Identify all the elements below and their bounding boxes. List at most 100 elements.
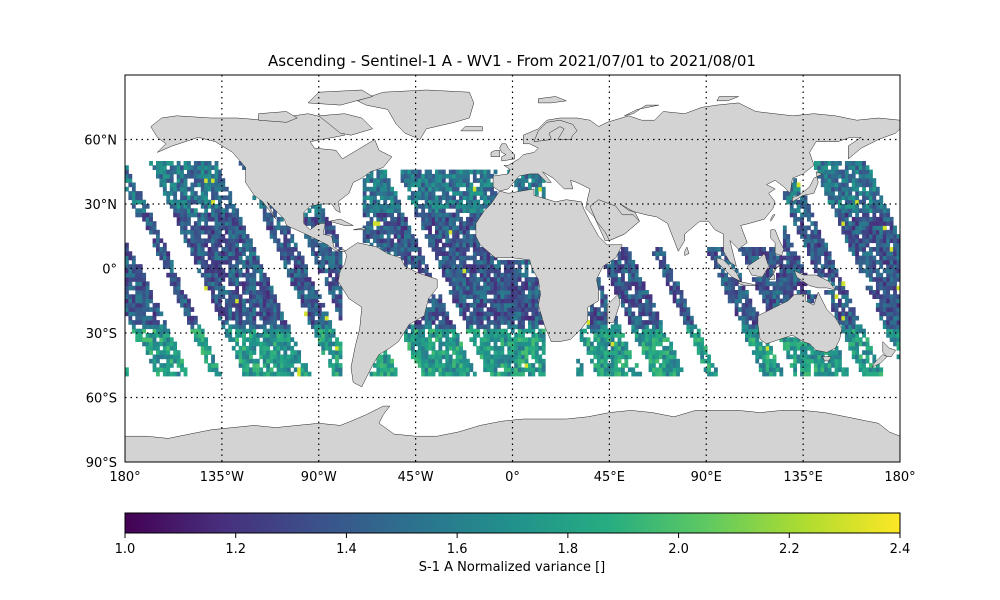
variance-cell	[280, 345, 284, 351]
variance-cell	[245, 311, 250, 317]
variance-cell	[858, 247, 863, 252]
variance-cell	[156, 354, 160, 360]
variance-cell	[596, 337, 601, 342]
variance-cell	[373, 191, 377, 196]
variance-cell	[627, 354, 632, 360]
variance-cell	[538, 178, 543, 183]
landmass-south-america	[337, 242, 438, 388]
variance-cell	[479, 182, 484, 188]
variance-cell	[641, 345, 646, 351]
variance-cell	[197, 178, 202, 183]
variance-cell	[593, 320, 598, 325]
variance-cell	[586, 350, 591, 355]
variance-cell	[314, 242, 319, 248]
variance-cell	[466, 242, 470, 248]
variance-cell	[748, 247, 753, 252]
variance-cell	[472, 290, 477, 295]
variance-cell	[627, 272, 632, 278]
variance-cell	[176, 354, 181, 360]
variance-cell	[262, 371, 267, 377]
variance-cell	[435, 328, 439, 334]
variance-cell	[848, 191, 853, 196]
variance-cell	[862, 363, 866, 368]
variance-cell	[221, 272, 226, 278]
variance-cell	[435, 195, 439, 201]
variance-cell	[614, 324, 618, 330]
variance-cell	[776, 298, 780, 304]
variance-cell	[331, 259, 336, 265]
variance-cell	[593, 367, 598, 373]
variance-cell	[448, 345, 453, 351]
variance-cell	[879, 281, 884, 287]
variance-cell	[190, 324, 195, 330]
variance-cell	[734, 307, 739, 312]
variance-cell	[462, 290, 467, 295]
variance-cell	[472, 186, 477, 192]
variance-cell	[748, 251, 753, 256]
variance-cell	[596, 345, 601, 351]
variance-cell	[324, 341, 329, 347]
variance-cell	[813, 247, 818, 252]
variance-cell	[421, 371, 426, 377]
variance-cell	[221, 255, 226, 261]
variance-cell	[266, 333, 271, 338]
variance-cell	[617, 354, 622, 360]
variance-cell	[366, 212, 370, 218]
variance-cell	[534, 337, 539, 342]
variance-cell	[638, 294, 643, 299]
variance-cell	[634, 285, 639, 291]
variance-cell	[896, 242, 901, 248]
variance-cell	[207, 204, 212, 209]
variance-cell	[600, 337, 605, 342]
variance-cell	[324, 229, 329, 235]
variance-cell	[858, 255, 863, 261]
variance-cell	[428, 204, 432, 209]
variance-cell	[180, 199, 184, 205]
variance-cell	[207, 272, 212, 278]
variance-cell	[469, 186, 474, 192]
variance-cell	[273, 350, 277, 355]
variance-cell	[193, 173, 198, 179]
lon-tick-label: 0°	[505, 470, 520, 485]
variance-cell	[407, 337, 412, 342]
variance-cell	[531, 333, 536, 338]
variance-cell	[183, 371, 188, 377]
variance-cell	[383, 247, 388, 252]
variance-cell	[224, 225, 229, 231]
variance-cell	[245, 371, 250, 377]
landmass-africa	[475, 188, 623, 342]
variance-cell	[755, 358, 760, 364]
variance-cell	[610, 354, 615, 360]
variance-cell	[231, 277, 236, 282]
variance-cell	[490, 259, 494, 265]
variance-cell	[162, 165, 167, 170]
variance-cell	[317, 341, 322, 347]
variance-cell	[769, 251, 773, 256]
variance-cell	[218, 169, 222, 175]
variance-cell	[627, 255, 632, 261]
variance-cell	[390, 199, 395, 205]
variance-cell	[224, 204, 229, 209]
variance-cell	[131, 191, 136, 196]
variance-cell	[517, 337, 522, 342]
variance-cell	[214, 272, 219, 278]
variance-cell	[273, 311, 277, 317]
variance-cell	[224, 238, 229, 244]
variance-cell	[638, 341, 643, 347]
variance-cell	[813, 259, 818, 265]
variance-cell	[603, 354, 608, 360]
variance-cell	[424, 367, 429, 373]
variance-cell	[466, 221, 470, 226]
variance-cell	[893, 225, 897, 231]
variance-cell	[410, 178, 415, 183]
variance-cell	[765, 307, 770, 312]
variance-cell	[889, 255, 894, 261]
variance-cell	[131, 294, 136, 299]
variance-cell	[218, 186, 222, 192]
variance-cell	[290, 363, 295, 368]
variance-cell	[848, 199, 853, 205]
variance-cell	[173, 212, 178, 218]
variance-cell	[335, 238, 339, 244]
variance-cell	[252, 290, 257, 295]
variance-cell	[538, 358, 543, 364]
